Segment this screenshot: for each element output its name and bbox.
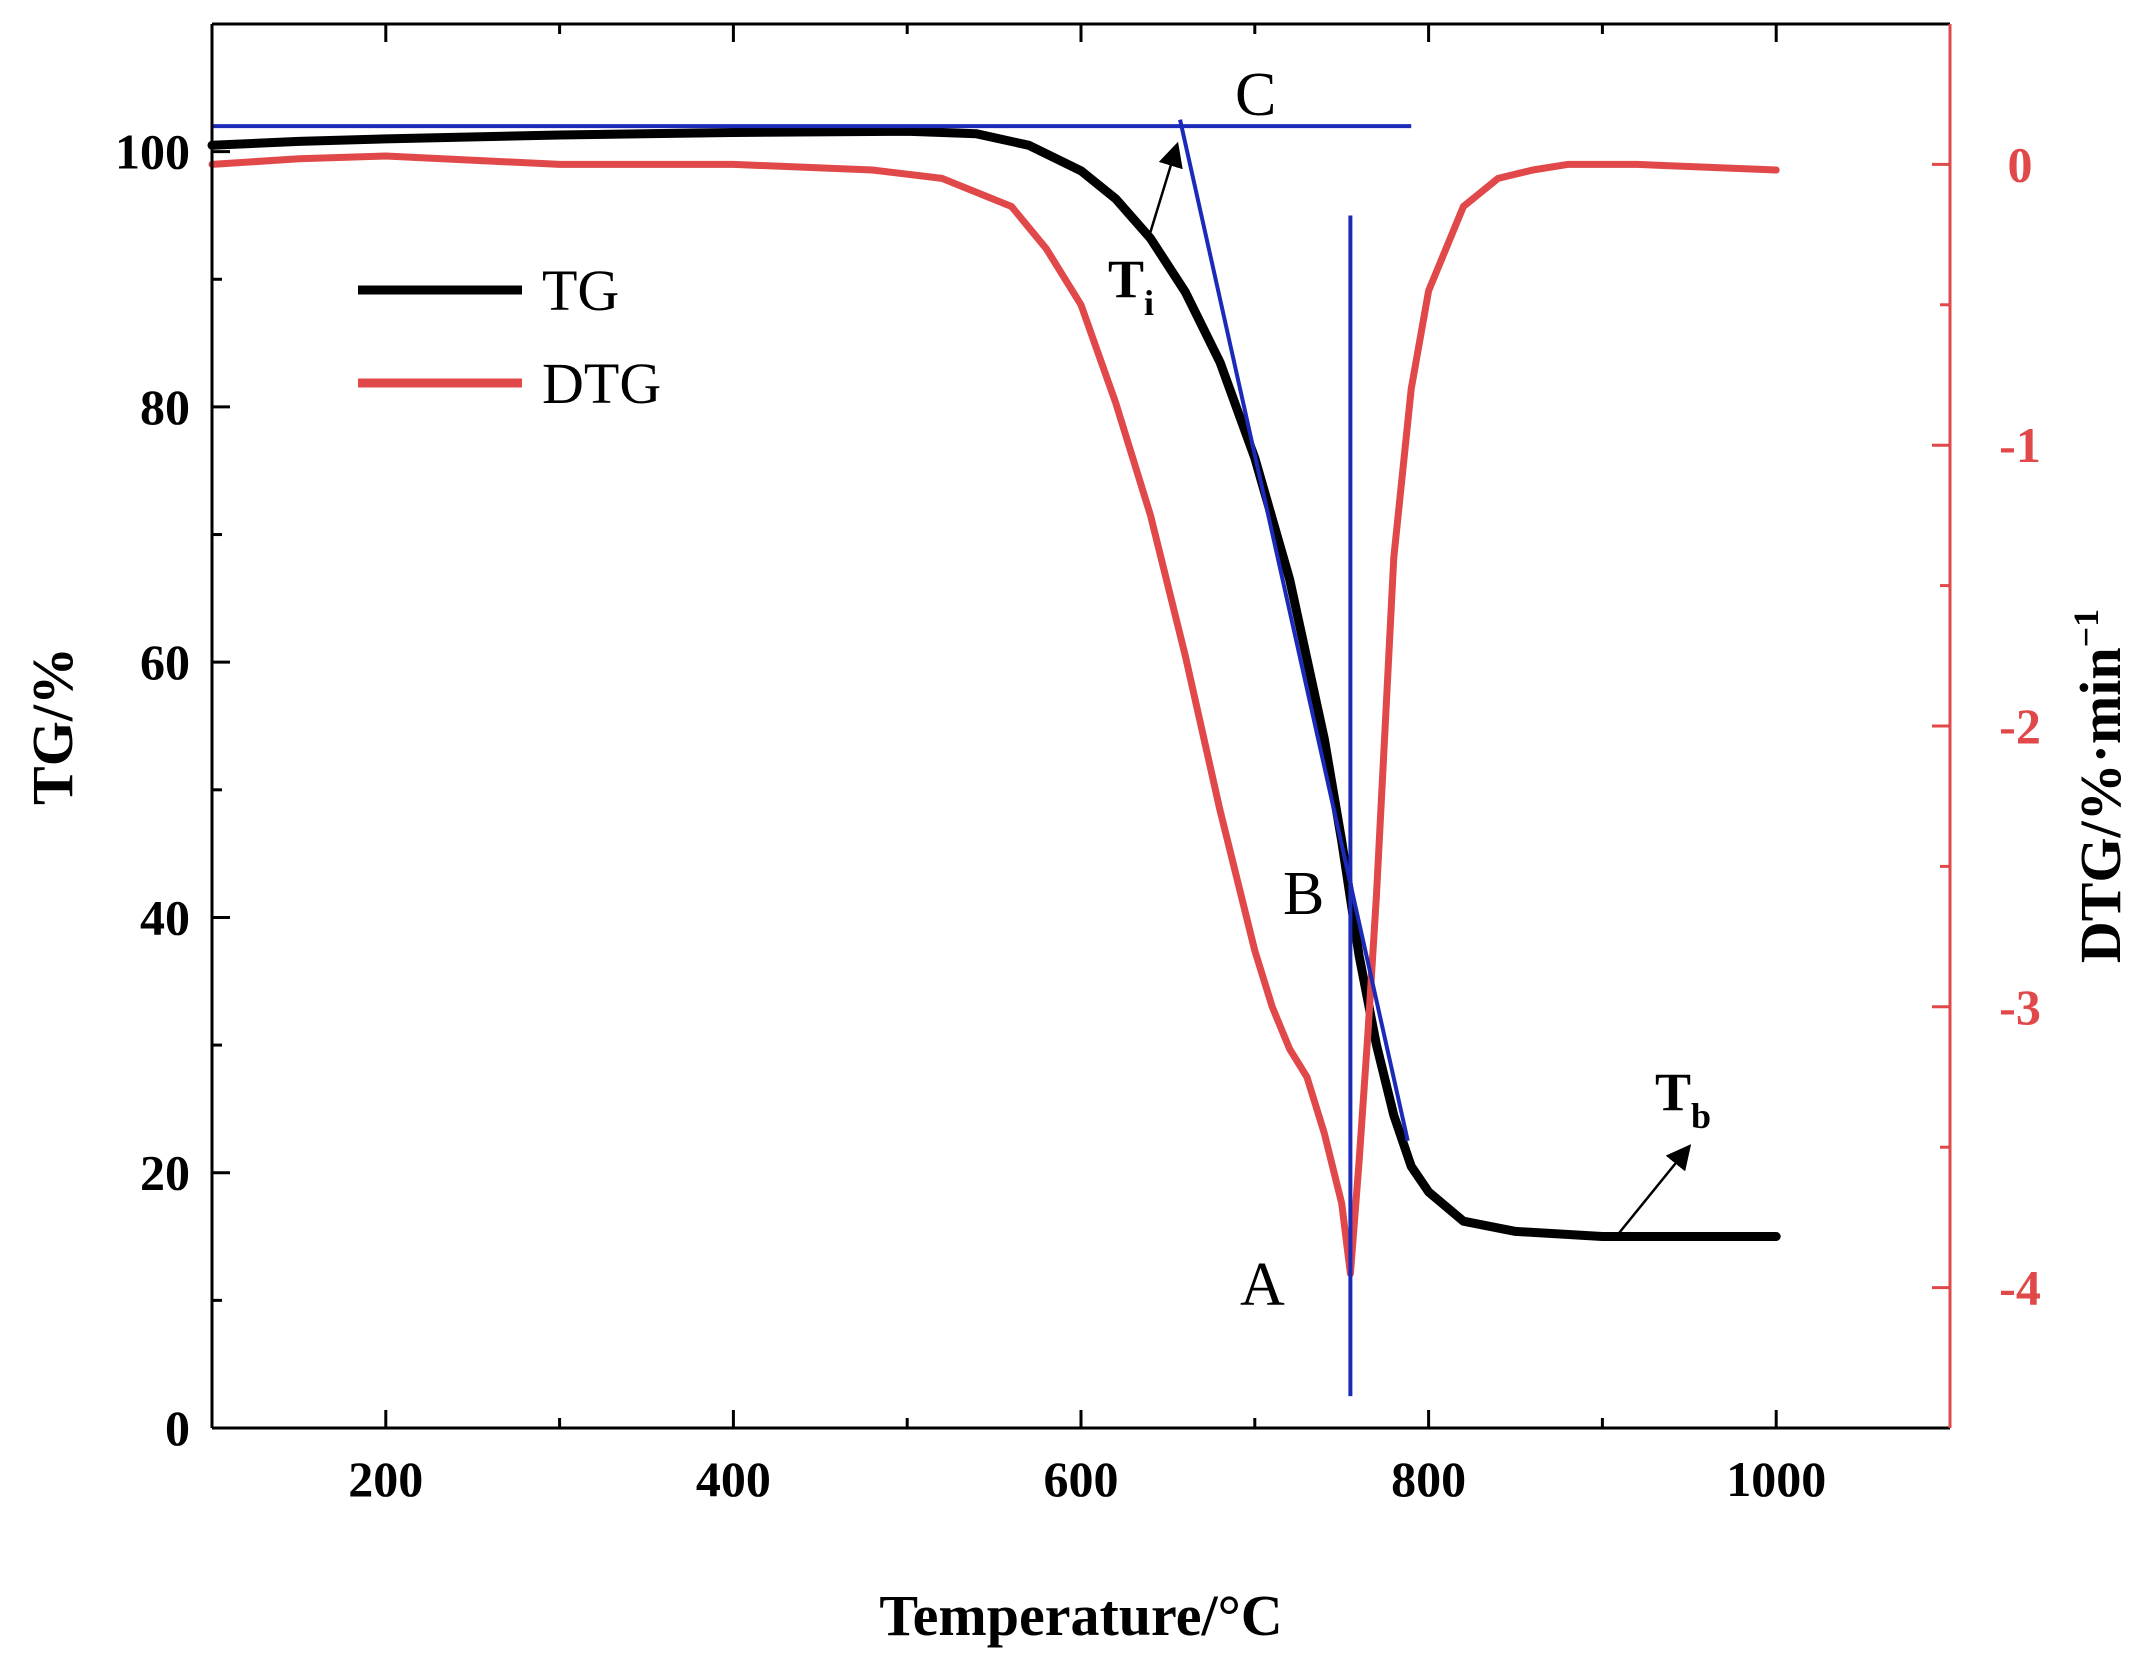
point-b-label: B	[1283, 860, 1324, 928]
point-c-label: C	[1235, 61, 1276, 129]
ti-label-main: T	[1108, 249, 1144, 309]
ti-label: Ti	[1108, 249, 1154, 323]
legend-label-tg: TG	[542, 258, 619, 323]
y-right-axis-title-main: DTG/%·min	[2068, 647, 2133, 963]
tb-label: Tb	[1655, 1062, 1711, 1136]
y-left-tick-label: 80	[140, 379, 190, 435]
y-right-tick-label: 0	[2008, 136, 2033, 192]
y-left-axis-title: TG/%	[20, 647, 85, 805]
plot-area	[207, 119, 1781, 1397]
tb-label-sub: b	[1691, 1096, 1711, 1136]
y-left-tick-label: 0	[165, 1400, 190, 1456]
x-tick-label: 600	[1044, 1451, 1119, 1507]
y-right-tick-label: -3	[1999, 979, 2041, 1035]
y-right-axis-title-superscript: −1	[2066, 609, 2106, 648]
axes	[210, 22, 1952, 1430]
y-right-tick-label: -4	[1999, 1260, 2041, 1316]
y-left-tick-label: 20	[140, 1145, 190, 1201]
ti-label-sub: i	[1144, 283, 1154, 323]
tb-label-main: T	[1655, 1062, 1691, 1122]
point-a-label: A	[1240, 1251, 1285, 1319]
x-axis-title: Temperature/°C	[879, 1583, 1282, 1648]
y-left-tick-label: 40	[140, 889, 190, 945]
x-tick-label: 200	[348, 1451, 423, 1507]
y-left-tick-label: 100	[115, 124, 190, 180]
y-right-axis-title: DTG/%·min−1	[2066, 609, 2133, 963]
x-tick-label: 400	[696, 1451, 771, 1507]
series-dtg-line	[208, 152, 1780, 1278]
y-right-tick-label: -2	[1999, 698, 2041, 754]
series-tg-line	[207, 126, 1781, 1241]
tangent-inflection-line	[1178, 119, 1410, 1142]
legend-label-dtg: DTG	[542, 351, 661, 416]
ti-arrow	[1146, 141, 1183, 241]
x-tick-label: 1000	[1726, 1451, 1826, 1507]
x-tick-label: 800	[1391, 1451, 1466, 1507]
y-left-tick-label: 60	[140, 634, 190, 690]
y-right-tick-label: -1	[1999, 417, 2041, 473]
tb-arrow	[1614, 1144, 1692, 1239]
